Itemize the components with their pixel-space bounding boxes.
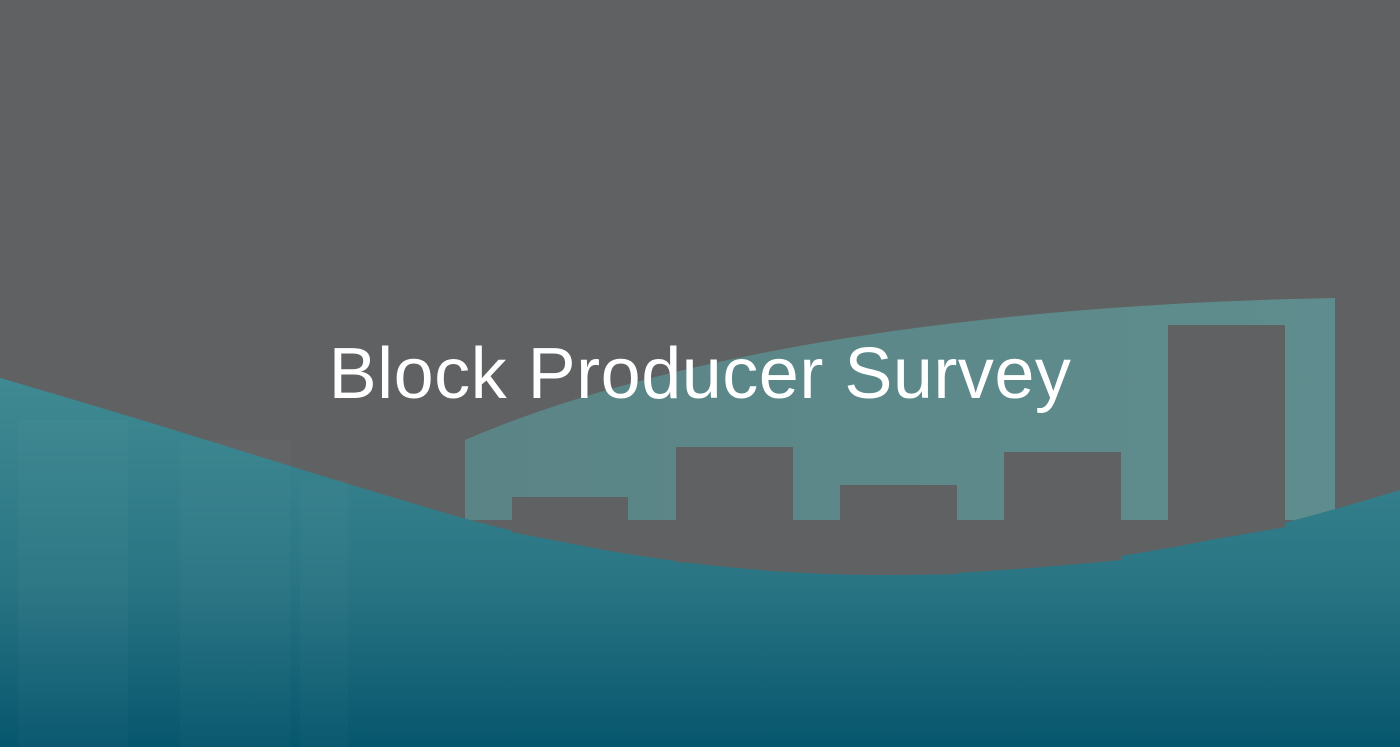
ghost-column-3 — [300, 480, 348, 747]
ghost-column-1 — [18, 420, 128, 747]
bar-3 — [840, 485, 957, 575]
page-title: Block Producer Survey — [328, 334, 1072, 414]
ghost-column-2 — [180, 440, 290, 747]
bar-4 — [1004, 452, 1121, 570]
bar-2 — [676, 447, 793, 571]
bar-1 — [512, 497, 628, 552]
front-wave — [0, 378, 1400, 747]
bar-5 — [1168, 325, 1285, 546]
